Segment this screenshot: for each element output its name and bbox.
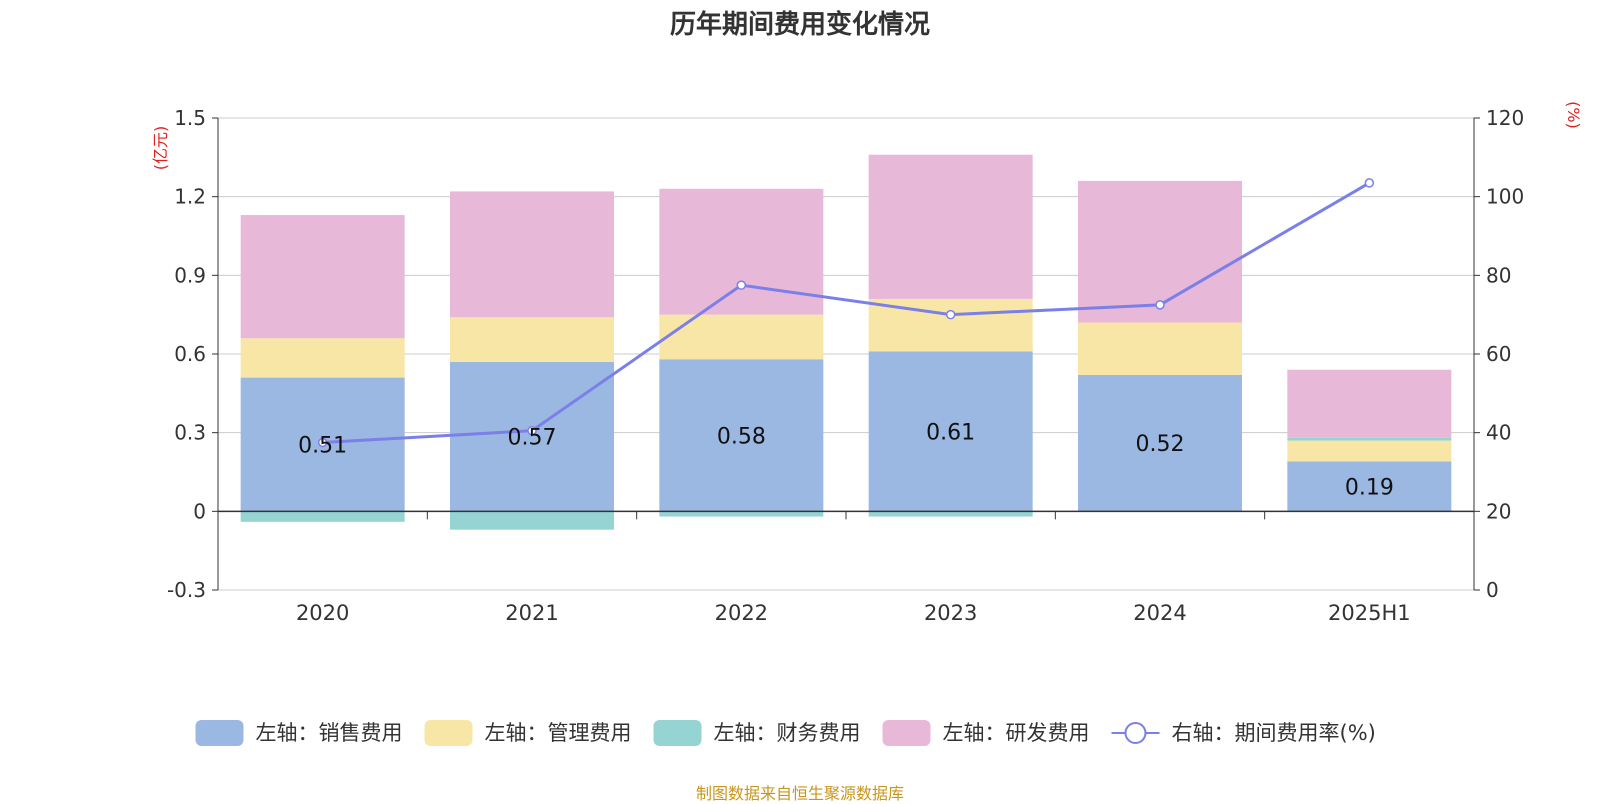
right-axis-unit: (%): [1564, 101, 1583, 129]
bar-segment: [868, 154, 1033, 299]
legend-label: 左轴：管理费用: [485, 721, 632, 745]
rate-line: [322, 181, 1371, 444]
legend-label: 左轴：销售费用: [256, 721, 403, 745]
rate-point: [1155, 300, 1165, 310]
category-label: 2023: [924, 601, 977, 625]
bar-segment: [1287, 437, 1452, 441]
legend-swatch: [653, 720, 702, 746]
bar-value-label: 0.52: [1136, 432, 1185, 457]
bar-value-label: 0.61: [926, 420, 975, 445]
right-axis-tick-label: 80: [1486, 263, 1511, 287]
rate-point: [317, 437, 328, 448]
legend-label: 左轴：研发费用: [943, 721, 1090, 745]
bar-segment: [868, 351, 1033, 512]
bar-value-label: 0.58: [717, 424, 766, 449]
bar-segment: [450, 511, 614, 530]
left-axis-tick-label: 0.6: [174, 342, 206, 366]
bar-segment: [450, 361, 614, 512]
rate-point: [945, 309, 956, 320]
bar-segment: [659, 188, 824, 315]
bar-segment: [1078, 374, 1242, 512]
bar-segment: [1078, 180, 1242, 323]
bar-segment: [1287, 369, 1452, 438]
legend-swatch: [424, 720, 473, 746]
category-label: 2024: [1133, 601, 1186, 625]
bar-segment: [1287, 461, 1452, 512]
left-axis-tick-label: 0.3: [174, 421, 206, 445]
bar-segment: [659, 314, 824, 360]
legend-item: 左轴：销售费用: [195, 720, 403, 746]
rate-point: [736, 280, 747, 290]
bar-segment: [450, 317, 614, 362]
right-axis-tick-label: 120: [1486, 106, 1524, 130]
legend-item: 左轴：管理费用: [424, 720, 632, 746]
rate-point: [527, 425, 537, 436]
legend-swatch: [195, 720, 244, 746]
bar-segment: [1078, 322, 1242, 375]
right-axis-tick-label: 100: [1486, 185, 1524, 209]
chart-title: 历年期间费用变化情况: [669, 10, 930, 40]
legend-line-marker: [1124, 722, 1147, 744]
bar-segment: [450, 191, 614, 318]
left-axis-unit: (亿元): [151, 126, 170, 171]
axes: -0.3 0 0.3 0.6 0.9 1.2 1.5 0 20 40 60 80 100 120 2020 2…: [167, 106, 1524, 625]
legend-swatch: [882, 720, 931, 746]
bar-segment: [659, 359, 824, 512]
right-axis-tick-label: 60: [1486, 342, 1511, 366]
right-axis-tick-label: 40: [1486, 421, 1511, 445]
left-axis-tick-label: 1.2: [174, 185, 206, 209]
legend-item: 左轴：研发费用: [882, 720, 1090, 746]
source-footer: 制图数据来自恒生聚源数据库: [695, 784, 904, 803]
bar-value-label: 0.19: [1345, 475, 1394, 500]
left-axis-tick-label: 1.5: [174, 106, 206, 130]
bar-value-label: 0.57: [508, 426, 557, 451]
rate-line-layer: [317, 178, 1375, 448]
category-label: 2025H1: [1328, 601, 1411, 625]
rate-point: [1364, 178, 1375, 188]
left-axis-tick-label: -0.3: [167, 578, 206, 602]
legend-item: 左轴：财务费用: [653, 720, 861, 746]
bar-segment: [240, 338, 405, 378]
category-label: 2022: [715, 601, 768, 625]
bar-segment: [240, 511, 405, 522]
bar-layer: [240, 154, 1452, 530]
bar-segment: [659, 511, 824, 517]
legend-label: 右轴：期间费用率(%): [1172, 721, 1376, 745]
bar-value-label: 0.51: [298, 433, 347, 458]
chart-plot: -0.3 0 0.3 0.6 0.9 1.2 1.5 0 20 40 60 80 100 120 2020 2…: [151, 101, 1583, 625]
bar-segment: [240, 215, 405, 339]
data-labels: 0.51 0.57 0.58 0.61 0.52 0.19: [298, 420, 1394, 500]
right-axis-tick-label: 20: [1486, 499, 1511, 523]
legend: 左轴：销售费用 左轴：管理费用 左轴：财务费用 左轴：研发费用 右轴：期间费用率(%): [195, 720, 1376, 746]
category-label: 2021: [505, 601, 558, 625]
left-axis-tick-label: 0: [193, 499, 206, 523]
bar-segment: [868, 511, 1033, 517]
legend-label: 左轴：财务费用: [714, 721, 861, 745]
bar-segment: [1287, 440, 1452, 462]
category-label: 2020: [296, 601, 349, 625]
right-axis-tick-label: 0: [1486, 578, 1499, 602]
legend-item: 右轴：期间费用率(%): [1111, 721, 1376, 745]
left-axis-tick-label: 0.9: [174, 263, 206, 287]
